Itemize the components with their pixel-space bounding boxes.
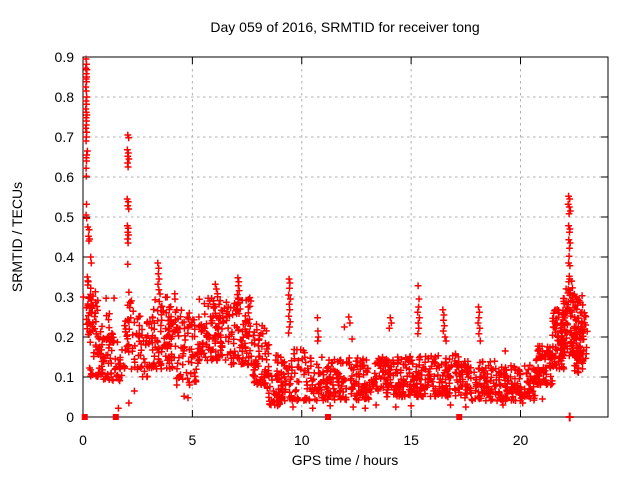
- y-tick-label: 0: [66, 409, 74, 425]
- baseline-square-marker: [456, 414, 463, 420]
- y-tick-label: 0.7: [55, 129, 75, 145]
- y-tick-label: 0.4: [55, 249, 75, 265]
- y-tick-label: 0.3: [55, 289, 75, 305]
- plot-border: [82, 56, 609, 418]
- y-tick-label: 0.2: [55, 329, 75, 345]
- scatter-layer: [80, 55, 591, 412]
- y-tick-label: 0.8: [55, 89, 75, 105]
- chart-title: Day 059 of 2016, SRMTID for receiver ton…: [210, 19, 479, 35]
- y-axis-label: SRMTID / TECUs: [9, 182, 25, 292]
- x-tick-label: 0: [79, 432, 87, 448]
- x-tick-label: 10: [294, 432, 310, 448]
- y-tick-label: 0.5: [55, 209, 75, 225]
- baseline-marker-layer: [81, 412, 574, 422]
- x-tick-label: 15: [403, 432, 419, 448]
- x-tick-label: 20: [513, 432, 529, 448]
- scatter-series-srmtid: [80, 55, 591, 412]
- y-tick-label: 0.9: [55, 49, 75, 65]
- x-tick-label: 5: [188, 432, 196, 448]
- y-tick-label: 0.6: [55, 169, 75, 185]
- baseline-square-marker: [112, 414, 119, 420]
- y-tick-label: 0.1: [55, 369, 75, 385]
- x-axis-label: GPS time / hours: [292, 452, 399, 468]
- baseline-square-marker: [325, 414, 331, 420]
- tick-label-layer: 0 0.1 0.2 0.3 0.4 0.5 0.6 0.7 0.8 0.9 0 5 10 15 20: [55, 49, 529, 448]
- baseline-square-marker: [81, 414, 88, 420]
- baseline-plus-marker: [565, 412, 574, 422]
